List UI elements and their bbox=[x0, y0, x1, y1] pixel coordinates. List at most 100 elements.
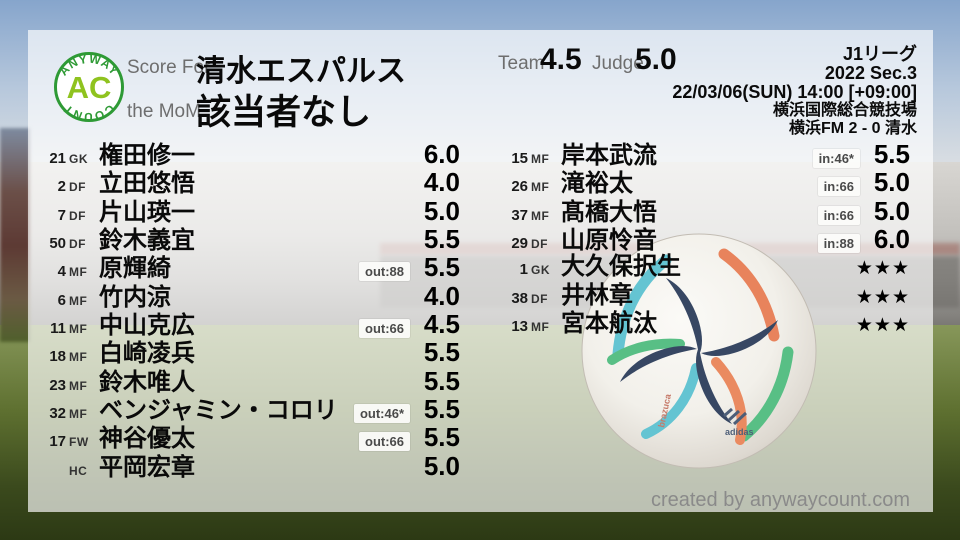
logo-arc-bottom-text: COUNT bbox=[61, 102, 117, 124]
player-name: 鈴木唯人 bbox=[99, 368, 195, 396]
position-label: MF bbox=[69, 322, 88, 337]
player-name: 神谷優太 bbox=[99, 425, 195, 453]
player-name: 竹内涼 bbox=[99, 283, 171, 311]
player-rating: 4.0 bbox=[423, 280, 460, 311]
starters-column: 21 GK 権田修一 6.0 2 DF 立田悠悟 4.0 7 DF 片山瑛一 5… bbox=[44, 139, 460, 481]
player-name: 平岡宏章 bbox=[99, 453, 195, 481]
position-label: FW bbox=[69, 435, 89, 450]
player-name: 滝裕太 bbox=[561, 170, 633, 198]
unused-sub-stars: ★★★ bbox=[855, 315, 910, 337]
shirt-number: 1 bbox=[519, 261, 528, 279]
shirt-number: 17 bbox=[49, 433, 66, 451]
position-label: MF bbox=[69, 265, 88, 280]
soccer-ball-graphic: adidas brazuca bbox=[581, 233, 817, 469]
player-row: 6 MF 竹内涼 4.0 bbox=[44, 280, 460, 311]
logo-ring bbox=[54, 52, 124, 122]
player-row: 4 MF 原輝綺 out:88 5.5 bbox=[44, 253, 460, 282]
player-rating: 6.0 bbox=[873, 224, 910, 255]
player-rating: 6.0 bbox=[423, 139, 460, 169]
player-name: 鈴木義宜 bbox=[99, 227, 195, 255]
match-info-block: J1リーグ 2022 Sec.3 22/03/06(SUN) 14:00 [+0… bbox=[672, 45, 917, 138]
player-rating: 5.0 bbox=[423, 450, 460, 481]
player-row: 23 MF 鈴木唯人 5.5 bbox=[44, 365, 460, 396]
player-name: 髙橋大悟 bbox=[561, 198, 657, 226]
position-label: MF bbox=[531, 180, 550, 195]
shirt-number: 4 bbox=[57, 263, 66, 281]
team-name: 清水エスパルス bbox=[196, 55, 406, 88]
unused-sub-stars: ★★★ bbox=[855, 258, 910, 280]
player-rating: 5.5 bbox=[873, 139, 910, 169]
player-rating: 4.0 bbox=[423, 167, 460, 198]
mom-label: the MoM bbox=[127, 101, 201, 122]
player-name: 立田悠悟 bbox=[99, 170, 195, 198]
player-name: ベンジャミン・コロリ bbox=[99, 397, 338, 425]
position-label: MF bbox=[531, 320, 550, 335]
player-row: 32 MF ベンジャミン・コロリ out:46* 5.5 bbox=[44, 395, 460, 425]
league-name: J1リーグ bbox=[842, 44, 917, 64]
shirt-number: 7 bbox=[57, 206, 66, 224]
player-name: 大久保択生 bbox=[561, 253, 681, 281]
team-score-label: Team bbox=[498, 53, 545, 74]
logo-monogram: AC bbox=[67, 70, 112, 105]
shirt-number: 32 bbox=[49, 405, 66, 423]
player-name: 井林章 bbox=[561, 281, 633, 309]
player-rating: 5.5 bbox=[423, 337, 460, 368]
position-label: DF bbox=[531, 237, 548, 252]
shirt-number: 6 bbox=[57, 291, 66, 309]
kickoff-datetime: 22/03/06(SUN) 14:00 [+09:00] bbox=[672, 82, 917, 102]
shirt-number: 21 bbox=[49, 150, 66, 167]
shirt-number: 38 bbox=[511, 289, 528, 307]
player-name: 中山克広 bbox=[99, 312, 195, 340]
position-label: MF bbox=[69, 407, 88, 422]
player-name: 山原怜音 bbox=[561, 227, 657, 255]
player-row: 26 MF 滝裕太 in:66 5.0 bbox=[506, 167, 910, 198]
sub-badge: in:66 bbox=[817, 205, 860, 225]
sub-badge: out:66 bbox=[359, 319, 410, 339]
player-rating: 5.5 bbox=[423, 422, 460, 453]
player-rating: 5.0 bbox=[873, 167, 910, 198]
shirt-number: 50 bbox=[49, 235, 66, 253]
position-label: GK bbox=[69, 152, 88, 166]
coach-row: HC 平岡宏章 5.0 bbox=[44, 450, 460, 481]
sub-badge: in:66 bbox=[817, 177, 860, 197]
adidas-wordmark: adidas bbox=[725, 427, 754, 437]
venue-name: 横浜国際総合競技場 bbox=[772, 102, 917, 119]
player-row: 15 MF 岸本武流 in:46* 5.5 bbox=[506, 139, 910, 169]
player-name: 白崎凌兵 bbox=[99, 340, 195, 368]
position-label: MF bbox=[69, 378, 88, 393]
left-photo-strip bbox=[0, 128, 30, 342]
adidas-logo bbox=[723, 407, 748, 426]
shirt-number: 26 bbox=[511, 178, 528, 196]
judge-score-label: Judge bbox=[592, 53, 644, 74]
player-rating: 4.5 bbox=[423, 309, 460, 340]
player-row: 11 MF 中山克広 out:66 4.5 bbox=[44, 309, 460, 340]
sub-badge: out:46* bbox=[353, 404, 410, 424]
score-for-label: Score For bbox=[127, 57, 211, 78]
position-label: GK bbox=[531, 263, 550, 278]
ball-green-band bbox=[607, 338, 685, 365]
sub-badge: out:66 bbox=[359, 432, 410, 452]
position-label: DF bbox=[69, 180, 86, 195]
player-rating: 5.5 bbox=[423, 365, 460, 396]
player-rating: 5.0 bbox=[873, 195, 910, 226]
player-name: 片山瑛一 bbox=[99, 198, 195, 226]
shirt-number: 37 bbox=[511, 206, 528, 224]
position-label: DF bbox=[531, 291, 548, 306]
position-label: MF bbox=[69, 293, 88, 308]
unused-sub-stars: ★★★ bbox=[855, 286, 910, 308]
position-label: MF bbox=[531, 208, 550, 223]
ball-teal-band bbox=[641, 363, 701, 439]
player-rating: 5.5 bbox=[423, 224, 460, 255]
shirt-number: 13 bbox=[511, 318, 528, 336]
ball-orange-band bbox=[711, 357, 747, 445]
player-row: 13 MF 宮本航汰 ★★★ bbox=[506, 310, 910, 338]
position-label: MF bbox=[531, 152, 550, 166]
ac-logo: ANYWAY COUNT AC bbox=[54, 52, 124, 124]
ball-teal-band bbox=[612, 254, 672, 360]
shirt-number: 29 bbox=[511, 235, 528, 253]
player-row: 7 DF 片山瑛一 5.0 bbox=[44, 196, 460, 226]
position-label: DF bbox=[69, 208, 86, 223]
credit-text: created by anywaycount.com bbox=[650, 489, 910, 511]
